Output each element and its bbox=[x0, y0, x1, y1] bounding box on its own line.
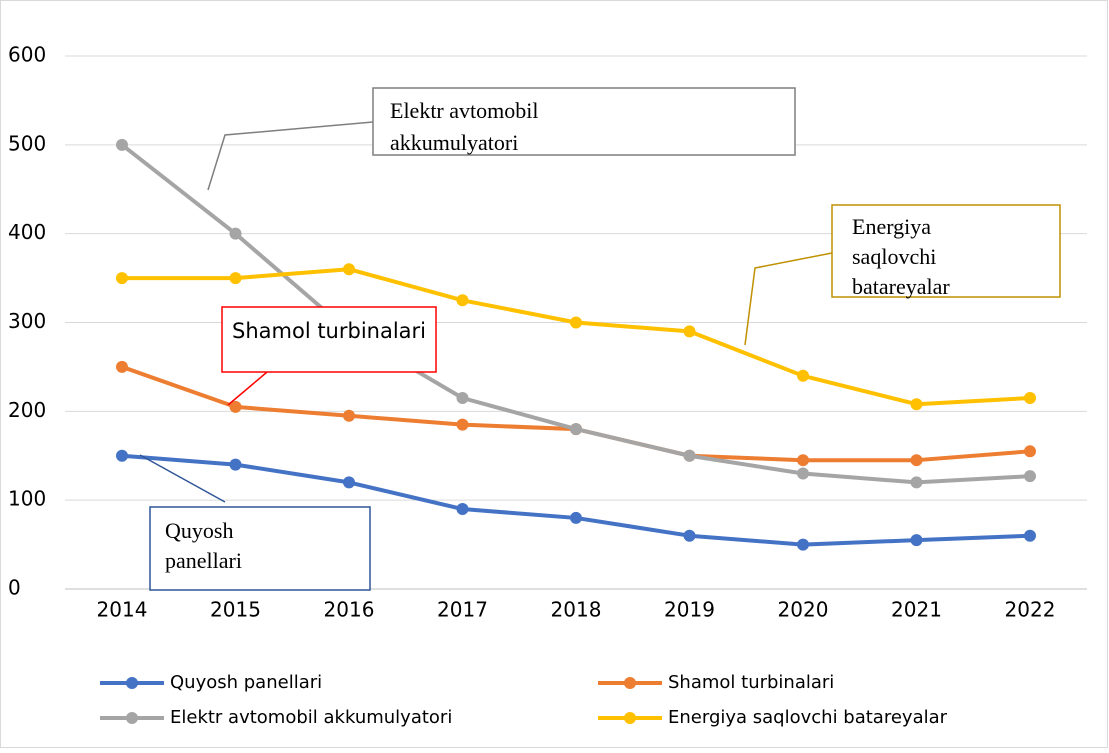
callout-leader bbox=[207, 121, 374, 191]
data-point bbox=[116, 272, 128, 285]
legend-marker bbox=[624, 712, 636, 724]
data-point bbox=[683, 325, 696, 338]
y-tick-label: 300 bbox=[8, 309, 46, 333]
y-tick-label: 0 bbox=[8, 576, 21, 600]
x-tick-label: 2022 bbox=[1005, 598, 1056, 622]
annotation: Shamol turbinalari bbox=[232, 319, 426, 343]
callout-box bbox=[221, 306, 437, 373]
y-tick-label: 500 bbox=[8, 131, 46, 155]
legend-marker bbox=[624, 677, 636, 689]
data-point bbox=[797, 538, 809, 551]
annotation: panellari bbox=[165, 548, 242, 573]
data-point bbox=[456, 294, 469, 307]
data-point bbox=[116, 449, 128, 462]
data-point bbox=[570, 316, 582, 329]
data-point bbox=[1024, 470, 1036, 483]
y-tick-label: 400 bbox=[8, 220, 46, 244]
data-point bbox=[570, 511, 582, 524]
callout-box bbox=[372, 87, 796, 156]
data-point bbox=[456, 503, 469, 516]
x-tick-label: 2019 bbox=[664, 598, 715, 622]
callout-box bbox=[831, 204, 1061, 298]
data-point bbox=[1024, 445, 1036, 458]
legend-marker bbox=[126, 677, 138, 689]
data-point bbox=[229, 400, 242, 413]
data-point bbox=[797, 454, 809, 467]
annotation: batareyalar bbox=[852, 274, 950, 299]
data-point bbox=[910, 454, 923, 467]
y-tick-label: 100 bbox=[8, 487, 46, 511]
data-point bbox=[910, 476, 923, 489]
callout-leader bbox=[744, 252, 833, 346]
data-point bbox=[343, 476, 355, 489]
legend-label: Elektr avtomobil akkumulyatori bbox=[170, 707, 452, 728]
data-point bbox=[683, 449, 696, 462]
data-point bbox=[456, 418, 469, 431]
data-point bbox=[1024, 529, 1036, 542]
y-tick-label: 200 bbox=[8, 398, 46, 422]
data-point bbox=[116, 138, 128, 151]
data-point bbox=[797, 369, 809, 382]
data-point bbox=[797, 467, 809, 480]
x-tick-label: 2015 bbox=[210, 598, 261, 622]
x-tick-label: 2020 bbox=[778, 598, 829, 622]
data-point bbox=[116, 360, 128, 373]
legend-label: Shamol turbinalari bbox=[668, 672, 834, 693]
data-point bbox=[910, 534, 923, 547]
annotation: Quyosh bbox=[165, 518, 233, 543]
data-point bbox=[229, 227, 242, 240]
annotation: akkumulyatori bbox=[390, 130, 518, 155]
x-tick-label: 2014 bbox=[97, 598, 148, 622]
annotation: Elektr avtomobil bbox=[390, 98, 538, 123]
data-point bbox=[683, 529, 696, 542]
callout-box bbox=[149, 506, 371, 591]
x-tick-label: 2018 bbox=[551, 598, 602, 622]
legend-marker bbox=[126, 712, 138, 724]
annotation: saqlovchi bbox=[852, 244, 936, 269]
y-tick-label: 600 bbox=[8, 43, 46, 67]
data-point bbox=[343, 409, 355, 422]
data-point bbox=[343, 263, 355, 276]
data-point bbox=[456, 392, 469, 405]
legend-label: Quyosh panellari bbox=[170, 672, 322, 693]
data-point bbox=[229, 458, 242, 471]
x-tick-label: 2017 bbox=[437, 598, 488, 622]
data-point bbox=[570, 423, 582, 436]
callout-leader bbox=[139, 454, 226, 503]
annotation: Energiya bbox=[852, 214, 931, 239]
data-point bbox=[1024, 392, 1036, 405]
x-tick-label: 2021 bbox=[891, 598, 942, 622]
data-point bbox=[910, 398, 923, 411]
legend-label: Energiya saqlovchi batareyalar bbox=[668, 707, 948, 728]
x-tick-label: 2016 bbox=[324, 598, 375, 622]
data-point bbox=[229, 272, 242, 285]
